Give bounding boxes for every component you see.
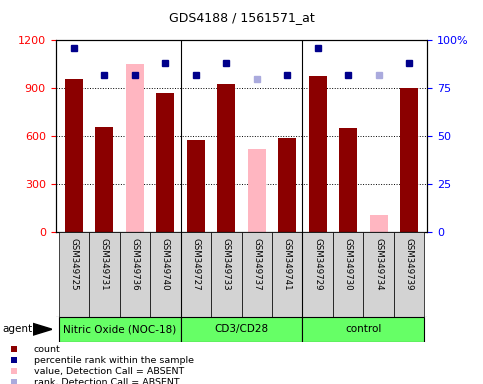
Bar: [369, 215, 388, 232]
Bar: [333, 232, 363, 317]
Bar: [394, 232, 425, 317]
Bar: [95, 127, 114, 232]
Text: GDS4188 / 1561571_at: GDS4188 / 1561571_at: [169, 11, 314, 24]
Bar: [186, 139, 205, 232]
Bar: [126, 64, 144, 232]
Text: GSM349734: GSM349734: [374, 238, 383, 291]
Text: control: control: [345, 324, 382, 334]
Text: rank, Detection Call = ABSENT: rank, Detection Call = ABSENT: [34, 378, 180, 384]
Bar: [120, 232, 150, 317]
Bar: [309, 76, 327, 232]
Text: GSM349725: GSM349725: [70, 238, 78, 291]
Polygon shape: [33, 323, 52, 335]
Bar: [242, 232, 272, 317]
Text: GSM349731: GSM349731: [100, 238, 109, 291]
Text: value, Detection Call = ABSENT: value, Detection Call = ABSENT: [34, 367, 184, 376]
Bar: [181, 232, 211, 317]
Text: GSM349741: GSM349741: [283, 238, 292, 291]
Bar: [211, 232, 242, 317]
Bar: [58, 317, 181, 342]
Bar: [339, 128, 357, 232]
Bar: [302, 317, 425, 342]
Bar: [302, 232, 333, 317]
Bar: [156, 93, 174, 232]
Bar: [363, 232, 394, 317]
Text: GSM349739: GSM349739: [405, 238, 413, 291]
Bar: [65, 79, 83, 232]
Bar: [150, 232, 181, 317]
Text: GSM349740: GSM349740: [161, 238, 170, 291]
Bar: [58, 232, 89, 317]
Text: GSM349737: GSM349737: [252, 238, 261, 291]
Text: count: count: [34, 345, 60, 354]
Text: agent: agent: [2, 324, 32, 334]
Text: GSM349730: GSM349730: [344, 238, 353, 291]
Bar: [248, 149, 266, 232]
Text: GSM349729: GSM349729: [313, 238, 322, 291]
Text: CD3/CD28: CD3/CD28: [214, 324, 269, 334]
Text: GSM349727: GSM349727: [191, 238, 200, 291]
Text: Nitric Oxide (NOC-18): Nitric Oxide (NOC-18): [63, 324, 176, 334]
Bar: [181, 317, 302, 342]
Bar: [217, 84, 235, 232]
Bar: [272, 232, 302, 317]
Text: percentile rank within the sample: percentile rank within the sample: [34, 356, 194, 365]
Bar: [89, 232, 120, 317]
Text: GSM349733: GSM349733: [222, 238, 231, 291]
Bar: [278, 138, 297, 232]
Text: GSM349736: GSM349736: [130, 238, 139, 291]
Bar: [400, 88, 418, 232]
